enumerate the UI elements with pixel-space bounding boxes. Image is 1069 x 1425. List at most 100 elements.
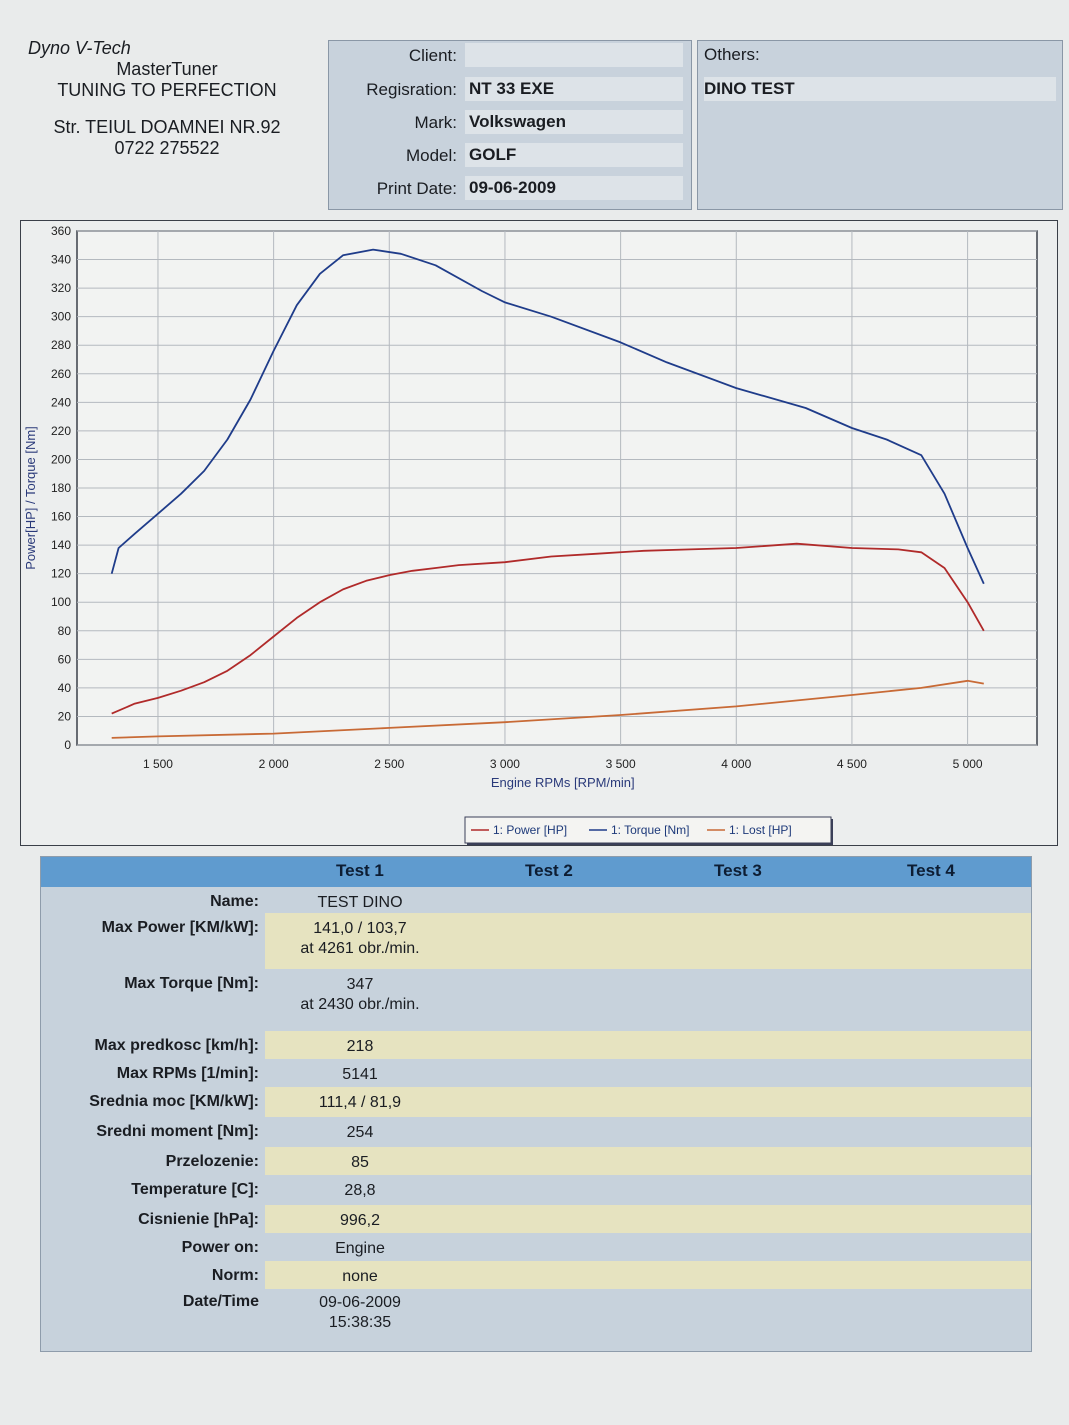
model-label: Model:	[405, 146, 457, 165]
result-row-band	[265, 1205, 1031, 1233]
result-value: 28,8	[344, 1182, 376, 1199]
x-tick-label: 4 000	[721, 757, 751, 771]
x-tick-label: 3 500	[606, 757, 636, 771]
y-tick-label: 300	[51, 310, 71, 324]
result-row-band	[265, 1059, 1031, 1087]
result-row-band	[265, 1289, 1031, 1351]
result-value-detail: at 4261 obr./min.	[300, 940, 420, 957]
result-label: Norm:	[211, 1267, 259, 1284]
result-value: 347	[346, 976, 374, 993]
y-tick-label: 260	[51, 367, 71, 381]
result-label: Max Torque [Nm]:	[124, 975, 259, 992]
product-name: MasterTuner	[116, 59, 218, 79]
result-row-band	[265, 1117, 1031, 1147]
mark-label: Mark:	[414, 113, 458, 132]
tagline: TUNING TO PERFECTION	[57, 80, 277, 100]
result-value: 996,2	[339, 1212, 381, 1229]
result-value: 85	[351, 1154, 369, 1171]
tab-test-4: Test 4	[907, 861, 955, 880]
result-value-detail: at 2430 obr./min.	[300, 996, 420, 1013]
y-tick-label: 0	[64, 738, 71, 752]
result-row-band	[265, 1175, 1031, 1205]
x-tick-label: 3 000	[490, 757, 520, 771]
registration-value: NT 33 EXE	[465, 77, 683, 101]
y-tick-label: 200	[51, 452, 71, 466]
result-row-band	[265, 1233, 1031, 1261]
mark-row: Mark: Volkswagen	[329, 110, 693, 136]
legend-entry: 1: Lost [HP]	[729, 823, 792, 837]
x-axis-label: Engine RPMs [RPM/min]	[491, 775, 635, 790]
print-date-row: Print Date: 09-06-2009	[329, 176, 693, 202]
mark-value: Volkswagen	[465, 110, 683, 134]
result-value: 218	[346, 1038, 374, 1055]
y-tick-label: 280	[51, 338, 71, 352]
registration-label: Regisration:	[366, 80, 457, 99]
result-row-band	[265, 1261, 1031, 1289]
result-label: Przelozenie:	[165, 1153, 259, 1170]
x-tick-label: 5 000	[953, 757, 983, 771]
result-label: Max RPMs [1/min]:	[116, 1065, 259, 1082]
tab-test-3: Test 3	[714, 861, 762, 880]
legend-entry: 1: Torque [Nm]	[611, 823, 689, 837]
series-line-3	[111, 679, 984, 739]
y-tick-label: 240	[51, 395, 71, 409]
y-tick-label: 360	[51, 224, 71, 238]
others-label: Others:	[704, 45, 760, 64]
results-label-column	[41, 887, 265, 1351]
y-tick-label: 20	[58, 709, 72, 723]
result-value: TEST DINO	[317, 894, 403, 911]
result-value: 254	[346, 1124, 374, 1141]
result-value: 5141	[342, 1066, 378, 1083]
client-row: Client:	[329, 43, 693, 69]
series-line-1	[111, 542, 985, 715]
x-tick-label: 4 500	[837, 757, 867, 771]
legend-box	[464, 816, 832, 844]
dyno-chart-svg: 0 20 40 60 80 100 120 140 160 180 200 220 240 260 280 3…	[23, 224, 1038, 845]
y-tick-label: 320	[51, 281, 71, 295]
y-tick-label: 60	[58, 652, 72, 666]
shop-phone: 0722 275522	[114, 138, 220, 158]
model-row: Model: GOLF	[329, 143, 693, 169]
y-tick-label: 120	[51, 567, 71, 581]
client-label: Client:	[408, 46, 457, 65]
others-value: DINO TEST	[704, 77, 1056, 101]
result-value: 141,0 / 103,7	[313, 920, 407, 937]
result-label: Name:	[210, 893, 259, 910]
tab-test-2: Test 2	[525, 861, 573, 880]
print-date-value: 09-06-2009	[465, 176, 683, 200]
results-header: Test 1 Test 2 Test 3 Test 4	[41, 857, 1031, 887]
result-row-band	[265, 1087, 1031, 1117]
result-label: Power on:	[181, 1239, 259, 1256]
others-panel: Others: DINO TEST	[697, 40, 1063, 210]
result-row-band	[265, 887, 1031, 913]
y-tick-label: 140	[51, 538, 71, 552]
brand-name: Dyno V-Tech	[28, 38, 131, 58]
series-line-2	[110, 248, 985, 585]
result-label: Cisnienie [hPa]:	[138, 1211, 259, 1228]
model-value: GOLF	[465, 143, 683, 167]
result-value: 09-06-2009	[319, 1294, 401, 1311]
results-table: Test 1 Test 2 Test 3 Test 4 Name: TEST DI…	[40, 856, 1032, 1352]
result-row-band	[265, 913, 1031, 969]
result-row-band	[265, 1147, 1031, 1175]
client-value	[465, 43, 683, 67]
result-value: 111,4 / 81,9	[318, 1094, 402, 1111]
dyno-chart: 0 20 40 60 80 100 120 140 160 180 200 220 240 260 280 3…	[20, 220, 1058, 846]
shop-address: Str. TEIUL DOAMNEI NR.92	[53, 117, 281, 137]
y-axis-label: Power[HP] / Torque [Nm]	[23, 426, 38, 570]
result-label: Sredni moment [Nm]:	[96, 1123, 259, 1140]
result-row-band	[265, 969, 1031, 1031]
result-label: Temperature [C]:	[131, 1181, 259, 1198]
x-tick-label: 2 500	[374, 757, 404, 771]
x-tick-label: 2 000	[259, 757, 289, 771]
result-value: Engine	[335, 1240, 385, 1257]
y-tick-label: 160	[51, 510, 71, 524]
result-label: Date/Time	[182, 1293, 259, 1310]
result-row-band	[265, 1031, 1031, 1059]
y-tick-label: 340	[51, 253, 71, 267]
y-tick-label: 40	[58, 681, 72, 695]
result-value-detail: 15:38:35	[328, 1314, 392, 1331]
registration-row: Regisration: NT 33 EXE	[329, 77, 693, 103]
y-tick-label: 80	[58, 624, 72, 638]
x-tick-label: 1 500	[143, 757, 173, 771]
